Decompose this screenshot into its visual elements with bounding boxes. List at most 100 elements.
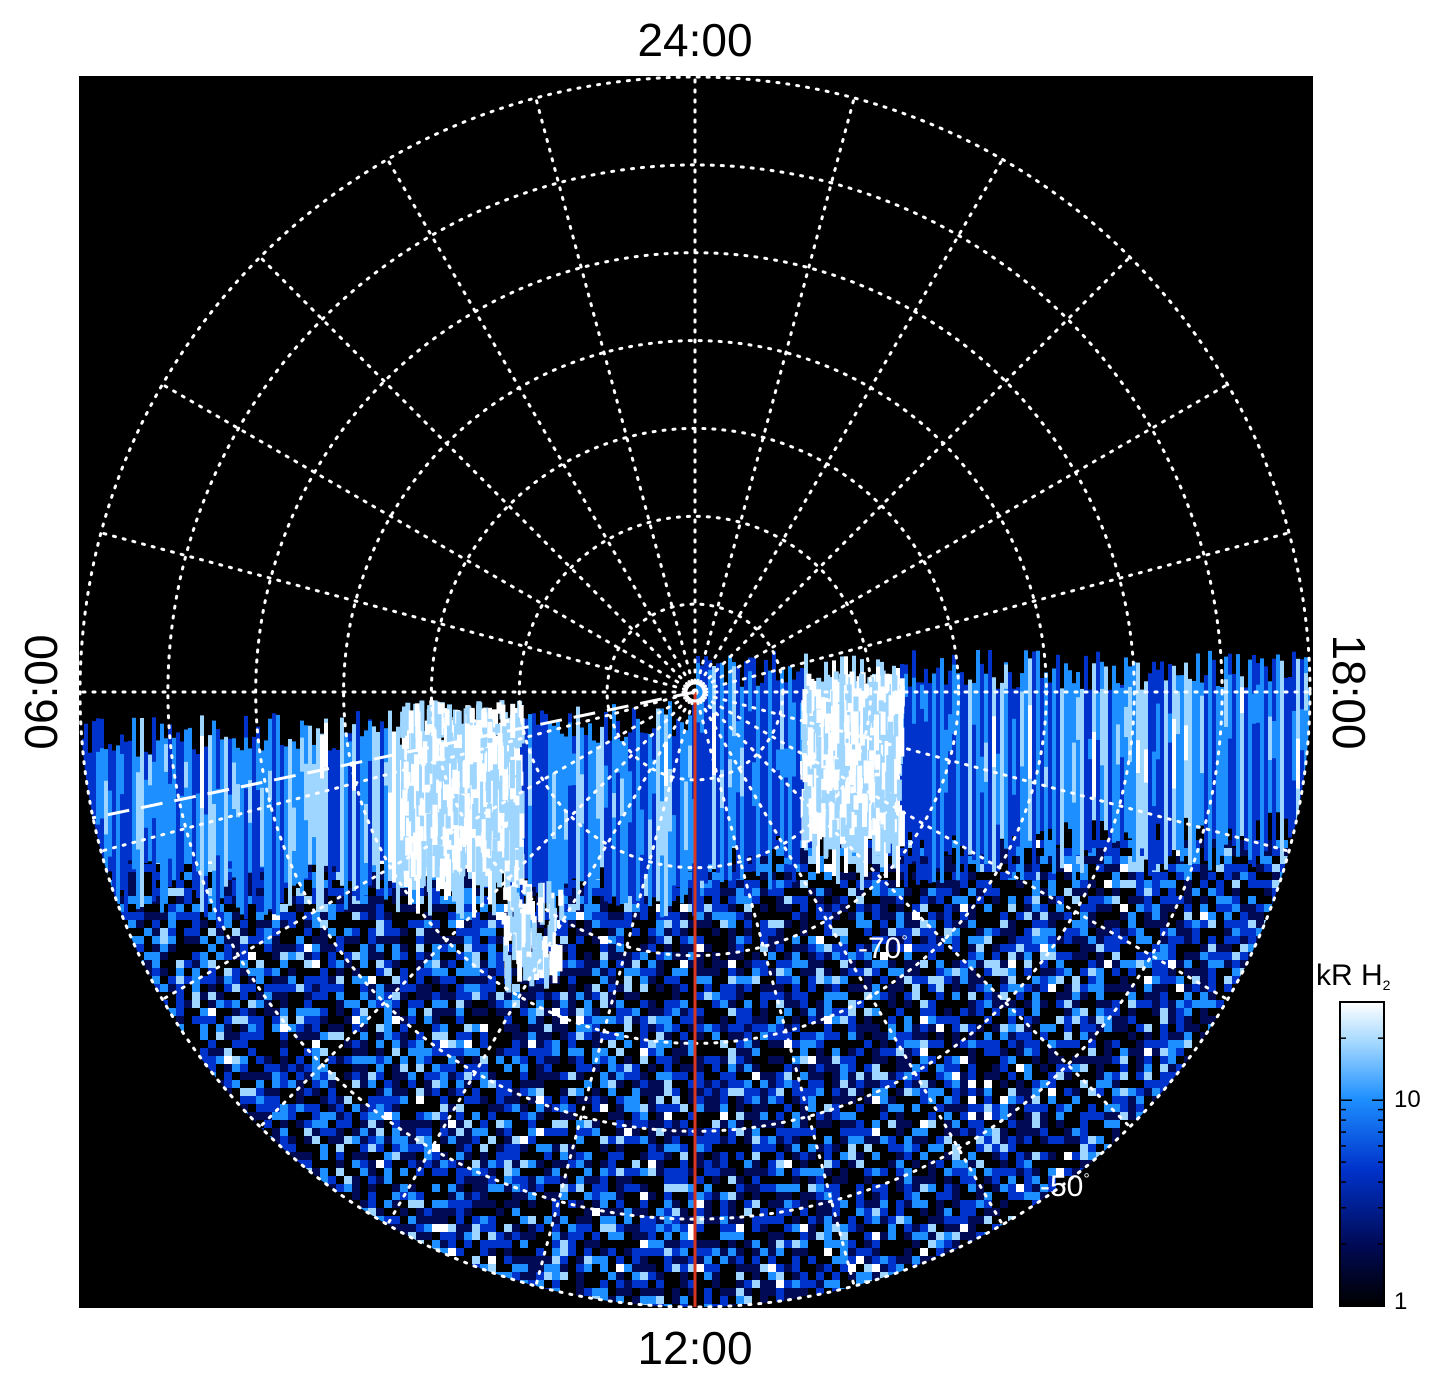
emission-pixel [584, 1064, 592, 1072]
emission-pixel [448, 976, 456, 984]
emission-pixel [392, 976, 400, 984]
emission-pixel [936, 1088, 944, 1096]
emission-pixel [1256, 864, 1264, 872]
emission-pixel [832, 1184, 840, 1192]
emission-pixel [664, 1104, 672, 1112]
emission-pixel [584, 912, 592, 920]
emission-pixel [680, 1000, 688, 1008]
emission-pixel [840, 1016, 848, 1024]
emission-pixel [760, 1000, 768, 1008]
emission-pixel [920, 960, 928, 968]
emission-pixel [424, 1152, 432, 1160]
emission-pixel [872, 1048, 880, 1056]
emission-pixel [1080, 984, 1088, 992]
emission-pixel [640, 1120, 648, 1128]
emission-pixel [320, 976, 328, 984]
emission-pixel [1072, 896, 1080, 904]
emission-pixel [768, 1136, 776, 1144]
emission-pixel [936, 1016, 944, 1024]
emission-pixel [912, 912, 920, 920]
emission-pixel [936, 1104, 944, 1112]
emission-pixel [472, 1024, 480, 1032]
emission-pixel [1176, 864, 1184, 872]
emission-pixel [952, 1120, 960, 1128]
emission-pixel [1216, 952, 1224, 960]
emission-pixel [312, 912, 320, 920]
emission-pixel [976, 1144, 984, 1152]
emission-pixel [760, 1184, 768, 1192]
emission-pixel [1224, 864, 1232, 872]
emission-pixel [856, 920, 864, 928]
emission-pixel [264, 1088, 272, 1096]
emission-pixel [864, 1072, 872, 1080]
emission-pixel [600, 912, 608, 920]
emission-pixel [440, 1160, 448, 1168]
emission-pixel [280, 1064, 288, 1072]
emission-pixel [808, 984, 816, 992]
emission-pixel [792, 1184, 800, 1192]
emission-pixel [680, 1144, 688, 1152]
emission-pixel [232, 1016, 240, 1024]
emission-pixel [440, 1048, 448, 1056]
emission-pixel [752, 888, 760, 896]
emission-pixel [312, 1128, 320, 1136]
emission-pixel [472, 1088, 480, 1096]
emission-pixel [1200, 920, 1208, 928]
emission-pixel [672, 1120, 680, 1128]
emission-pixel [728, 1200, 736, 1208]
emission-pixel [440, 1112, 448, 1120]
emission-pixel [1136, 1088, 1144, 1096]
emission-pixel [632, 952, 640, 960]
emission-pixel [320, 1016, 328, 1024]
emission-pixel [1008, 1144, 1016, 1152]
emission-pixel [232, 976, 240, 984]
emission-pixel [1104, 864, 1112, 872]
emission-pixel [672, 928, 680, 936]
emission-pixel [256, 1072, 264, 1080]
emission-pixel [904, 944, 912, 952]
emission-pixel [280, 1024, 288, 1032]
emission-pixel [656, 1048, 664, 1056]
emission-pixel [176, 960, 184, 968]
emission-pixel [680, 904, 688, 912]
emission-pixel [840, 904, 848, 912]
emission-pixel [944, 1008, 952, 1016]
emission-pixel [752, 1152, 760, 1160]
emission-pixel [960, 960, 968, 968]
emission-pixel [376, 1216, 384, 1224]
emission-pixel [1160, 1064, 1168, 1072]
emission-pixel [784, 1072, 792, 1080]
emission-pixel [344, 1072, 352, 1080]
emission-pixel [312, 992, 320, 1000]
emission-pixel [968, 1032, 976, 1040]
emission-pixel [480, 1040, 488, 1048]
emission-pixel [256, 896, 264, 904]
emission-pixel [832, 944, 840, 952]
emission-pixel [1072, 1136, 1080, 1144]
emission-pixel [320, 1064, 328, 1072]
emission-pixel [712, 872, 720, 880]
emission-pixel [504, 1000, 512, 1008]
emission-pixel [1024, 1128, 1032, 1136]
emission-pixel [712, 912, 720, 920]
emission-pixel [1224, 976, 1232, 984]
emission-pixel [1032, 928, 1040, 936]
emission-pixel [448, 936, 456, 944]
emission-pixel [824, 1000, 832, 1008]
emission-pixel [480, 1216, 488, 1224]
emission-pixel [784, 992, 792, 1000]
emission-pixel [664, 1016, 672, 1024]
emission-pixel [1048, 1056, 1056, 1064]
emission-pixel [776, 1088, 784, 1096]
emission-pixel [1096, 1016, 1104, 1024]
emission-pixel [1072, 1088, 1080, 1096]
emission-pixel [808, 1016, 816, 1024]
emission-pixel [848, 952, 856, 960]
emission-pixel [520, 1072, 528, 1080]
emission-pixel [872, 992, 880, 1000]
emission-pixel [960, 1160, 968, 1168]
emission-pixel [680, 952, 688, 960]
emission-pixel [696, 1072, 704, 1080]
emission-pixel [712, 1216, 720, 1224]
emission-pixel [336, 976, 344, 984]
